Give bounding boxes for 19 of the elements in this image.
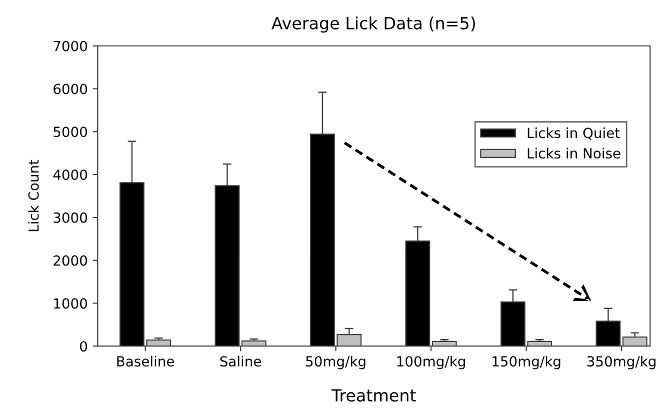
x-tick-label: 150mg/kg: [492, 356, 560, 370]
y-tick-label: 7000: [54, 40, 88, 52]
y-axis-title: Lick Count: [28, 160, 39, 232]
y-tick-label: 3000: [54, 212, 88, 223]
x-tick-label: 100mg/kg: [397, 356, 465, 370]
y-tick-label: 5000: [54, 126, 88, 138]
x-tick-label: Saline: [220, 356, 262, 367]
y-tick-label: 4000: [53, 170, 88, 180]
y-tick-label: 2000: [54, 255, 88, 266]
chart-title: Average Lick Data (n=5): [272, 16, 475, 33]
y-tick-label: 6000: [54, 84, 88, 94]
y-tick-label: 0: [80, 341, 88, 352]
x-tick-label: Baseline: [117, 356, 174, 367]
x-axis-title: Treatment: [331, 389, 416, 402]
x-tick-label: 350mg/kg: [587, 356, 656, 370]
legend-label: Licks in Quiet: [528, 127, 620, 140]
legend-label: Licks in Noise: [528, 148, 620, 159]
y-tick-label: 1000: [54, 298, 88, 309]
x-tick-label: 50mg/kg: [306, 356, 366, 370]
